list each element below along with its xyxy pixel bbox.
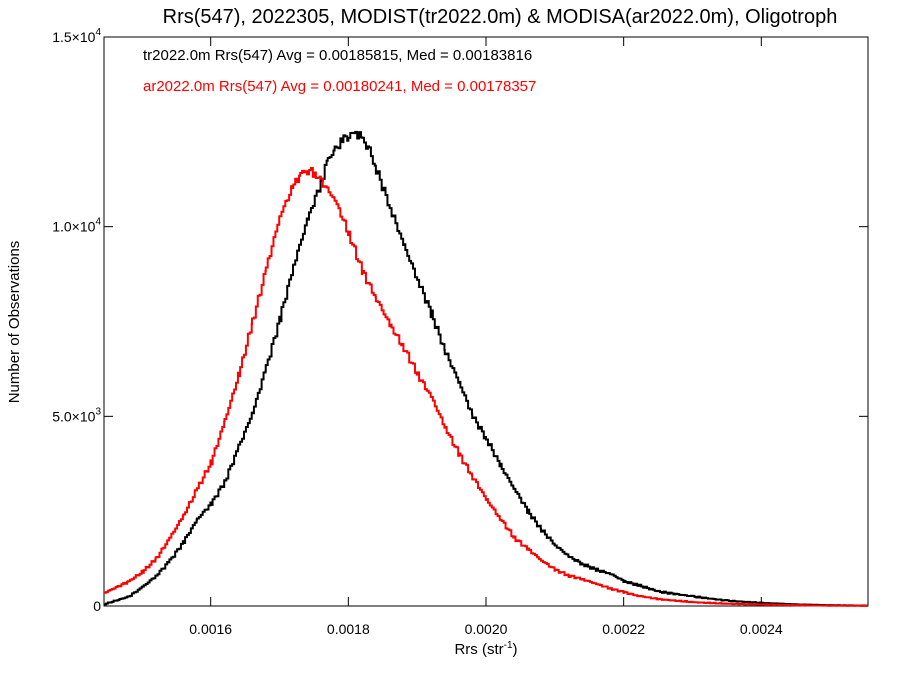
y-axis-label: Number of Observations: [6, 241, 23, 404]
x-tick-label: 0.0018: [327, 621, 370, 637]
y-tick-label-exponent: 3: [95, 406, 101, 417]
x-tick-label: 0.0016: [189, 621, 232, 637]
y-tick-label-exponent: 4: [95, 27, 101, 38]
y-tick-label-mantissa: 1.0×10: [52, 219, 95, 235]
series-line-black: [104, 130, 869, 607]
series-line-red: [104, 167, 869, 607]
annotation-black: tr2022.0m Rrs(547) Avg = 0.00185815, Med…: [143, 47, 532, 64]
x-axis-ticks: 0.0016 0.0018 0.0020 0.0022 0.0024: [189, 37, 783, 637]
x-axis-label-end: ): [513, 641, 518, 658]
y-tick-label-mantissa: 0: [93, 598, 101, 614]
chart-title: Rrs(547), 2022305, MODIST(tr2022.0m) & M…: [163, 6, 838, 28]
x-tick-label: 0.0024: [740, 621, 783, 637]
x-tick-label: 0.0022: [602, 621, 645, 637]
x-axis-label-sup: -1: [504, 640, 513, 651]
y-tick-label-mantissa: 5.0×10: [52, 408, 95, 424]
x-axis-label-main: Rrs (str: [454, 641, 503, 658]
plot-frame: [103, 36, 869, 607]
x-axis-label: Rrs (str-1): [454, 640, 517, 658]
series-lines: [104, 130, 869, 607]
y-tick-label: 0: [93, 598, 101, 614]
y-tick-label-exponent: 4: [95, 217, 101, 228]
y-tick-label: 1.0×104: [52, 217, 101, 235]
annotation-red: ar2022.0m Rrs(547) Avg = 0.00180241, Med…: [143, 78, 536, 95]
x-tick-label: 0.0020: [465, 621, 508, 637]
y-tick-label: 1.5×104: [52, 27, 101, 45]
y-tick-label: 5.0×103: [52, 406, 101, 424]
y-tick-label-mantissa: 1.5×10: [52, 29, 95, 45]
